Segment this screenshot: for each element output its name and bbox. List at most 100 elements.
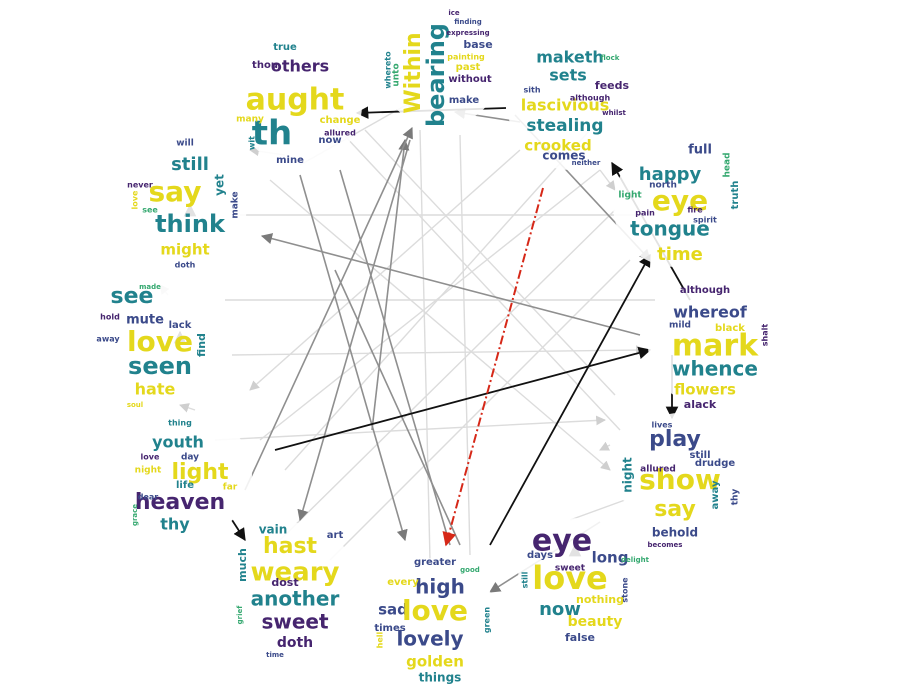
cloud-word: wit	[248, 136, 257, 150]
cloud-word: allured	[640, 465, 676, 475]
cloud-word: dost	[271, 576, 298, 589]
cloud-word: time	[266, 651, 284, 659]
cloud-word: whereof	[673, 303, 748, 322]
cloud-word: flock	[601, 54, 620, 62]
cloud-word: hold	[100, 313, 120, 322]
cloud-word: mild	[669, 321, 691, 331]
word-cloud-background	[238, 43, 362, 167]
word-cloud-background	[123, 143, 247, 267]
cloud-word: heaven	[135, 490, 225, 515]
cloud-word: vain	[259, 523, 288, 537]
cloud-word: behold	[652, 526, 698, 540]
cloud-word: love	[532, 559, 608, 597]
cloud-word: sith	[523, 86, 540, 95]
cloud-word: past	[456, 62, 481, 73]
cloud-word: many	[236, 115, 264, 125]
cloud-word: finding	[454, 18, 482, 26]
cloud-word: still	[521, 571, 530, 588]
cloud-word: beauty	[568, 614, 623, 630]
cloud-word: time	[657, 244, 703, 265]
cloud-word: still	[171, 154, 209, 175]
word-cloud-background	[98, 283, 222, 407]
cloud-word: now	[539, 599, 581, 620]
cloud-word: day	[181, 453, 199, 463]
cloud-word: play	[649, 427, 701, 452]
cloud-word: night	[135, 466, 162, 476]
cloud-word: sets	[549, 66, 587, 85]
cloud-word: seen	[128, 352, 192, 380]
highlight-edge	[442, 187, 544, 547]
cloud-word: another	[251, 587, 340, 611]
cloud-word: find	[195, 333, 208, 357]
cloud-word: love	[127, 325, 193, 358]
cloud-word: lovely	[396, 627, 463, 651]
cloud-word: long	[592, 549, 629, 567]
cloud-word: say	[149, 175, 202, 208]
cloud-word: comes	[542, 149, 585, 163]
cloud-word: change	[320, 115, 361, 126]
cloud-word: unto	[392, 63, 402, 86]
cloud-word: eye	[532, 524, 592, 559]
cloud-word: lascivious	[521, 96, 610, 115]
word-cloud-background	[613, 143, 737, 267]
cloud-word: every	[387, 577, 419, 588]
cloud-word: aught	[246, 83, 345, 118]
cloud-word: greater	[414, 557, 456, 568]
cloud-word: stealing	[526, 116, 603, 136]
word-cloud-background	[378, 3, 502, 127]
cloud-word: full	[688, 143, 712, 158]
cloud-word: love	[131, 190, 140, 209]
cloud-word: stone	[621, 577, 630, 603]
cloud-word: never	[127, 181, 153, 190]
cloud-word: make	[449, 95, 480, 106]
cloud-word: youth	[152, 433, 204, 452]
cloud-word: expressing	[446, 29, 489, 37]
cloud-word: north	[649, 181, 677, 191]
cloud-word: sweet	[555, 564, 586, 574]
cloud-word: green	[483, 607, 492, 634]
cloud-word: doth	[175, 261, 196, 270]
cloud-word: neither	[572, 159, 601, 167]
cloud-word: good	[460, 566, 480, 574]
cloud-word: feeds	[595, 79, 630, 92]
cloud-word: others	[271, 57, 329, 76]
cloud-word: happy	[639, 164, 702, 185]
cloud-word: hell	[376, 631, 385, 648]
cloud-word: shalt	[761, 324, 770, 347]
cloud-word: dear	[138, 493, 159, 502]
word-cloud-background	[128, 413, 252, 537]
cloud-word: mute	[126, 313, 164, 328]
word-cloud-background	[373, 558, 497, 682]
cloud-word: life	[176, 480, 194, 491]
cloud-word: whence	[672, 357, 758, 381]
cloud-word: drudge	[695, 458, 736, 469]
word-cloud-background	[518, 518, 642, 642]
cloud-word: weary	[251, 558, 340, 588]
cloud-word: love	[402, 594, 468, 627]
cloud-word: see	[142, 206, 158, 215]
cloud-word: yet	[213, 174, 227, 196]
cloud-word: sweet	[261, 610, 329, 634]
cloud-word: thy	[731, 489, 741, 506]
cloud-word: ice	[448, 9, 460, 17]
cloud-word: things	[419, 671, 462, 685]
cloud-word: away	[96, 335, 120, 344]
cloud-word: thou	[252, 60, 278, 71]
cloud-word: show	[639, 463, 721, 496]
cloud-word: false	[565, 631, 595, 644]
cloud-word: think	[155, 210, 226, 238]
cloud-word: spirit	[693, 216, 717, 225]
cloud-word: art	[327, 530, 344, 541]
cloud-word: fire	[687, 206, 703, 215]
cloud-word: pain	[635, 209, 655, 218]
cloud-word: Within	[401, 32, 426, 113]
